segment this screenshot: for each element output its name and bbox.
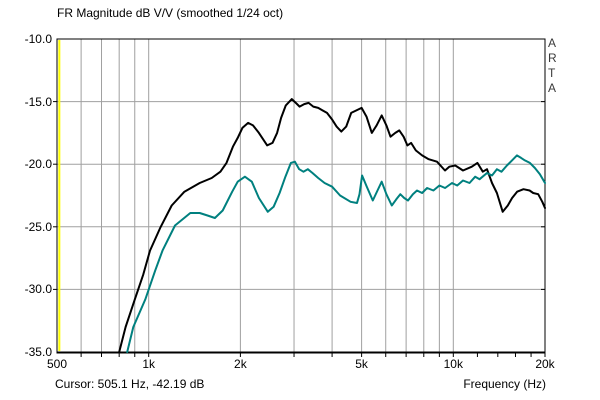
- arta-logo-letter: R: [548, 51, 557, 65]
- cursor-readout: Cursor: 505.1 Hz, -42.19 dB: [55, 377, 205, 391]
- plot-area-border[interactable]: [56, 38, 546, 353]
- arta-logo-letter: A: [548, 36, 557, 50]
- arta-logo-letter: T: [548, 66, 556, 80]
- y-tick-label: -20.0: [24, 157, 52, 172]
- y-tick-label: -35.0: [24, 345, 52, 359]
- chart-title: FR Magnitude dB V/V (smoothed 1/24 oct): [57, 6, 284, 20]
- x-tick-label: 2k: [234, 357, 247, 371]
- x-tick-label: 10k: [443, 357, 463, 371]
- x-tick-label: 5k: [355, 357, 368, 371]
- y-tick-label: -10.0: [24, 32, 52, 46]
- trace-black: [118, 98, 546, 353]
- x-tick-label: 1k: [142, 357, 156, 371]
- y-tick-label: -30.0: [24, 282, 52, 297]
- y-tick-label: -25.0: [24, 219, 52, 234]
- trace-teal: [126, 154, 546, 353]
- x-tick-label: 500: [46, 357, 68, 371]
- x-tick-label: 20k: [535, 357, 555, 371]
- frequency-axis-label: Frequency (Hz): [463, 377, 546, 391]
- y-tick-label: -15.0: [24, 94, 52, 109]
- arta-logo-letter: A: [548, 81, 557, 95]
